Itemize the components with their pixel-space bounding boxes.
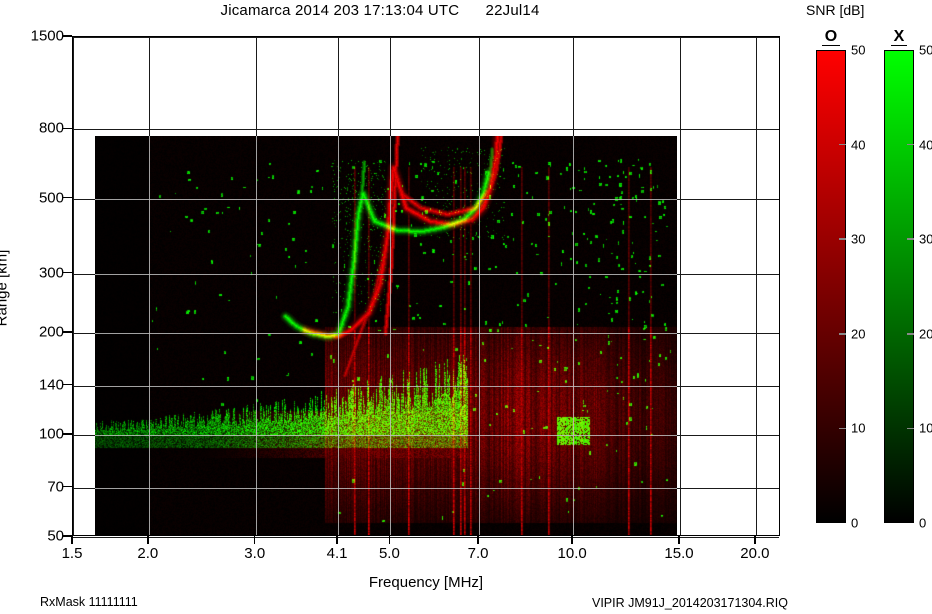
y-tick-label: 800	[38, 119, 64, 137]
y-axis-label: Range [km]	[0, 249, 11, 327]
y-tick-mark	[63, 383, 72, 386]
colorbar-tick-label: 30	[851, 231, 866, 247]
x-tick-label: 20.0	[740, 545, 770, 562]
x-tick-mark	[754, 536, 756, 544]
colorbar-tick-label: 20	[851, 326, 866, 342]
x-tick-mark	[336, 536, 338, 544]
x-tick-label: 1.5	[61, 545, 83, 562]
gridline-x-overlay	[573, 136, 575, 535]
colorbar-tick-label: 0	[851, 515, 859, 531]
gridline-y-overlay	[95, 435, 677, 437]
y-tick-mark	[63, 35, 72, 37]
gridline-y	[73, 37, 779, 38]
colorbar-tick-mark	[907, 333, 914, 335]
colorbar-o-gradient	[816, 50, 846, 523]
plot-area[interactable]	[72, 36, 780, 538]
y-tick-mark	[63, 271, 72, 274]
x-tick-label: 5.0	[378, 545, 400, 562]
x-tick-label: 3.0	[244, 545, 266, 562]
ionogram-raster	[95, 136, 677, 535]
y-tick-label: 200	[38, 323, 64, 341]
y-tick-mark	[63, 127, 72, 130]
x-tick-label: 15.0	[664, 545, 694, 562]
colorbar-tick-mark	[907, 143, 914, 146]
x-tick-mark	[388, 536, 391, 544]
colorbar-tick-label: 0	[919, 515, 927, 531]
x-tick-mark	[147, 536, 149, 544]
y-tick-mark	[63, 433, 72, 435]
source-file-label: VIPIR JM91J_2014203171304.RIQ	[592, 596, 788, 610]
x-tick-label: 2.0	[137, 545, 159, 562]
x-axis-label: Frequency [MHz]	[368, 574, 484, 591]
rxmask-label: RxMask 11111111	[40, 595, 138, 609]
y-tick-label: 500	[38, 189, 64, 206]
colorbar-tick-label: 20	[919, 326, 932, 342]
y-tick-label: 300	[38, 264, 64, 282]
colorbar-tick-label: 10	[919, 420, 932, 436]
x-tick-label: 7.0	[467, 545, 489, 562]
gridline-x	[755, 37, 757, 535]
colorbar-tick-mark	[839, 333, 846, 335]
y-tick-label: 140	[38, 376, 64, 394]
x-tick-mark	[71, 536, 73, 544]
y-tick-label: 100	[38, 425, 64, 443]
gridline-x-overlay	[148, 136, 150, 535]
colorbar-tick-mark	[839, 238, 846, 240]
gridline-y	[73, 129, 779, 131]
x-tick-mark	[253, 536, 256, 544]
gridline-x	[73, 37, 74, 535]
colorbar-tick-label: 40	[919, 137, 932, 153]
gridline-x-overlay	[390, 136, 392, 535]
x-tick-mark	[678, 536, 680, 544]
x-tick-label: 10.0	[557, 545, 587, 562]
page-title: Jicamarca 2014 203 17:13:04 UTC 22Jul14	[220, 2, 540, 19]
ionogram-canvas	[95, 136, 677, 535]
colorbar-tick-label: 30	[919, 231, 932, 247]
y-tick-label: 70	[47, 478, 64, 496]
colorbar-tick-label: 40	[851, 137, 866, 153]
colorbar-title: SNR [dB]	[806, 2, 865, 18]
gridline-x-overlay	[255, 136, 257, 535]
gridline-y-overlay	[95, 198, 677, 200]
colorbar-tick-mark	[907, 238, 914, 240]
y-tick-label: 1500	[30, 27, 64, 45]
y-tick-mark	[63, 535, 72, 537]
colorbar-tick-label: 10	[851, 420, 866, 436]
x-tick-mark	[571, 536, 573, 544]
gridline-y	[73, 537, 779, 538]
gridline-y-overlay	[95, 487, 677, 489]
gridline-y-overlay	[95, 333, 677, 335]
gridline-y-overlay	[95, 385, 677, 387]
gridline-x-overlay	[338, 136, 340, 535]
colorbar-o-header: O	[816, 28, 846, 46]
colorbar-tick-label: 50	[919, 42, 932, 58]
colorbar-x-header: X	[884, 28, 914, 46]
colorbar-tick-label: 50	[851, 42, 866, 58]
colorbar-tick-mark	[839, 427, 846, 430]
y-tick-mark	[63, 331, 72, 333]
colorbar-x-gradient	[884, 50, 914, 523]
gridline-x-overlay	[479, 136, 481, 535]
y-tick-mark	[63, 485, 72, 488]
y-tick-mark	[63, 196, 72, 199]
x-tick-label: 4.1	[326, 545, 348, 562]
x-tick-mark	[477, 536, 479, 544]
colorbar-tick-mark	[839, 143, 846, 146]
gridline-x	[680, 37, 681, 535]
y-tick-label: 50	[47, 527, 64, 545]
colorbar-tick-mark	[907, 427, 914, 430]
gridline-y-overlay	[95, 273, 677, 275]
